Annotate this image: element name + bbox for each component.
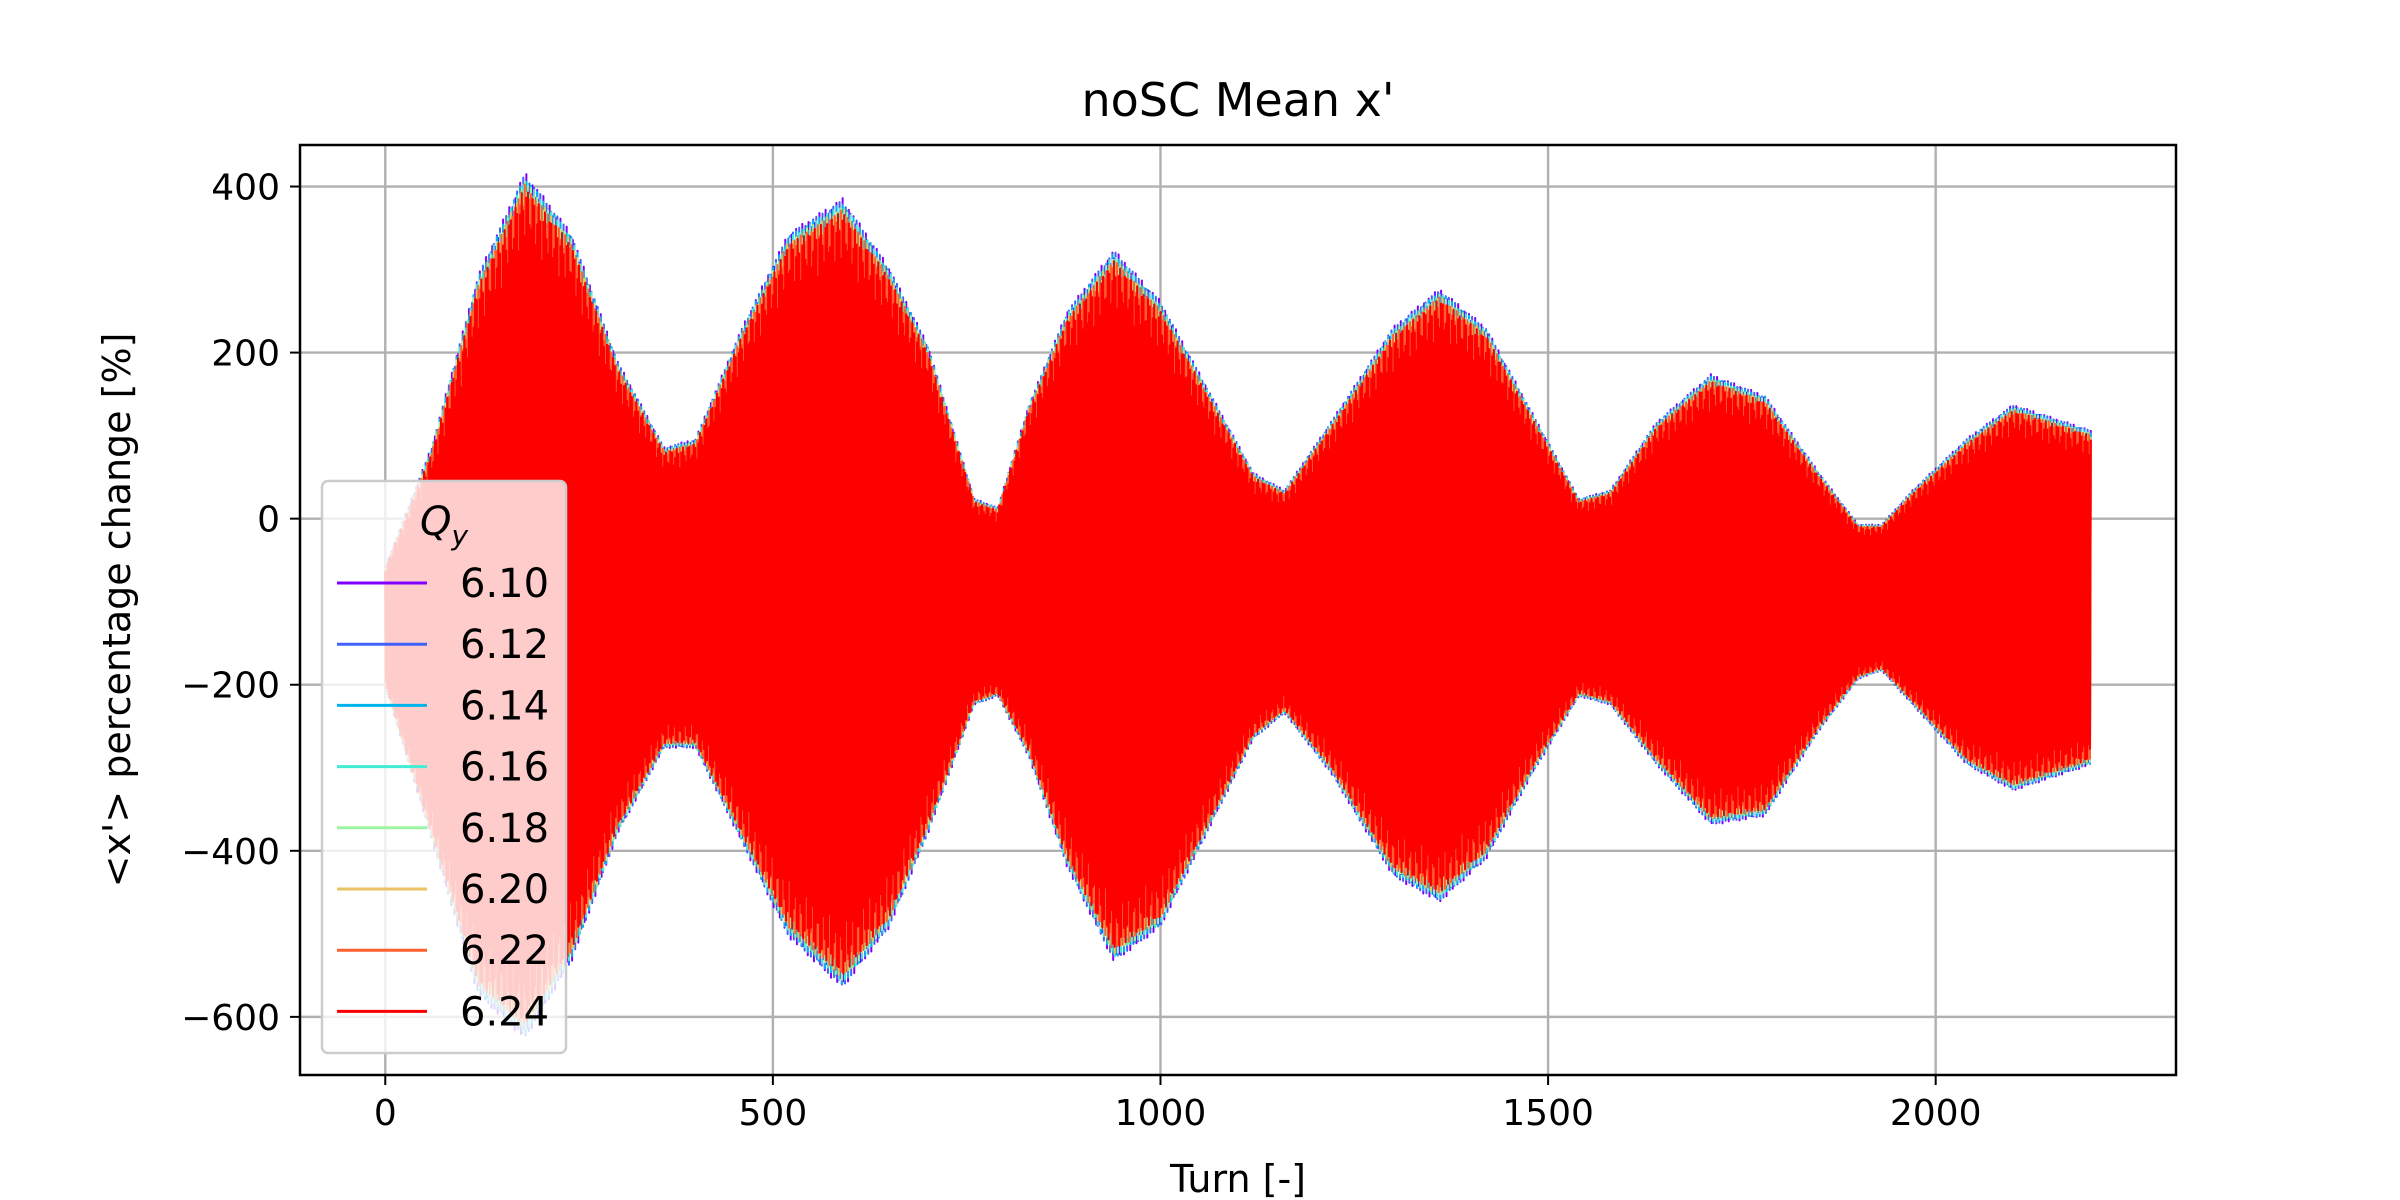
y-tick-label: −600 (181, 998, 280, 1039)
legend-entry-label: 6.10 (460, 561, 549, 607)
y-tick-label: −200 (181, 666, 280, 707)
legend-entry-label: 6.20 (460, 867, 549, 913)
x-axis-label: Turn [-] (1169, 1157, 1306, 1200)
legend-title: Qy (420, 499, 468, 552)
legend-entry-label: 6.22 (460, 928, 549, 974)
y-tick-label: −400 (181, 832, 280, 873)
y-tick-label: 0 (257, 500, 280, 541)
x-tick-label: 0 (374, 1093, 397, 1134)
legend-box (320, 479, 568, 1055)
x-tick-label: 1500 (1502, 1093, 1594, 1134)
data-series (384, 173, 2092, 1037)
series-line-6-24 (384, 191, 2092, 1022)
y-tick-label: 200 (211, 334, 280, 375)
legend-entry-label: 6.16 (460, 745, 549, 791)
legend-entry-label: 6.12 (460, 622, 549, 668)
x-tick-label: 500 (739, 1093, 808, 1134)
legend-entry-label: 6.14 (460, 683, 549, 729)
legend-entry-label: 6.24 (460, 989, 549, 1035)
legend: Qy 6.10 6.12 6.14 6.16 6.18 6.20 6.22 6.24 (320, 479, 568, 1055)
legend-entry-label: 6.18 (460, 806, 549, 852)
plot-frame (298, 143, 2178, 1077)
x-tick-label: 1000 (1115, 1093, 1207, 1134)
chart-title: noSC Mean x' (1081, 73, 1394, 127)
legend-title-base: Q (420, 499, 451, 545)
x-tick-label: 2000 (1890, 1093, 1982, 1134)
y-axis-label: <x'> percentage change [%] (95, 333, 139, 888)
y-tick-label: 400 (211, 168, 280, 209)
legend-title-subscript: y (450, 519, 468, 552)
legend-entries: 6.10 6.12 6.14 6.16 6.18 6.20 6.22 6.24 (337, 561, 549, 1035)
